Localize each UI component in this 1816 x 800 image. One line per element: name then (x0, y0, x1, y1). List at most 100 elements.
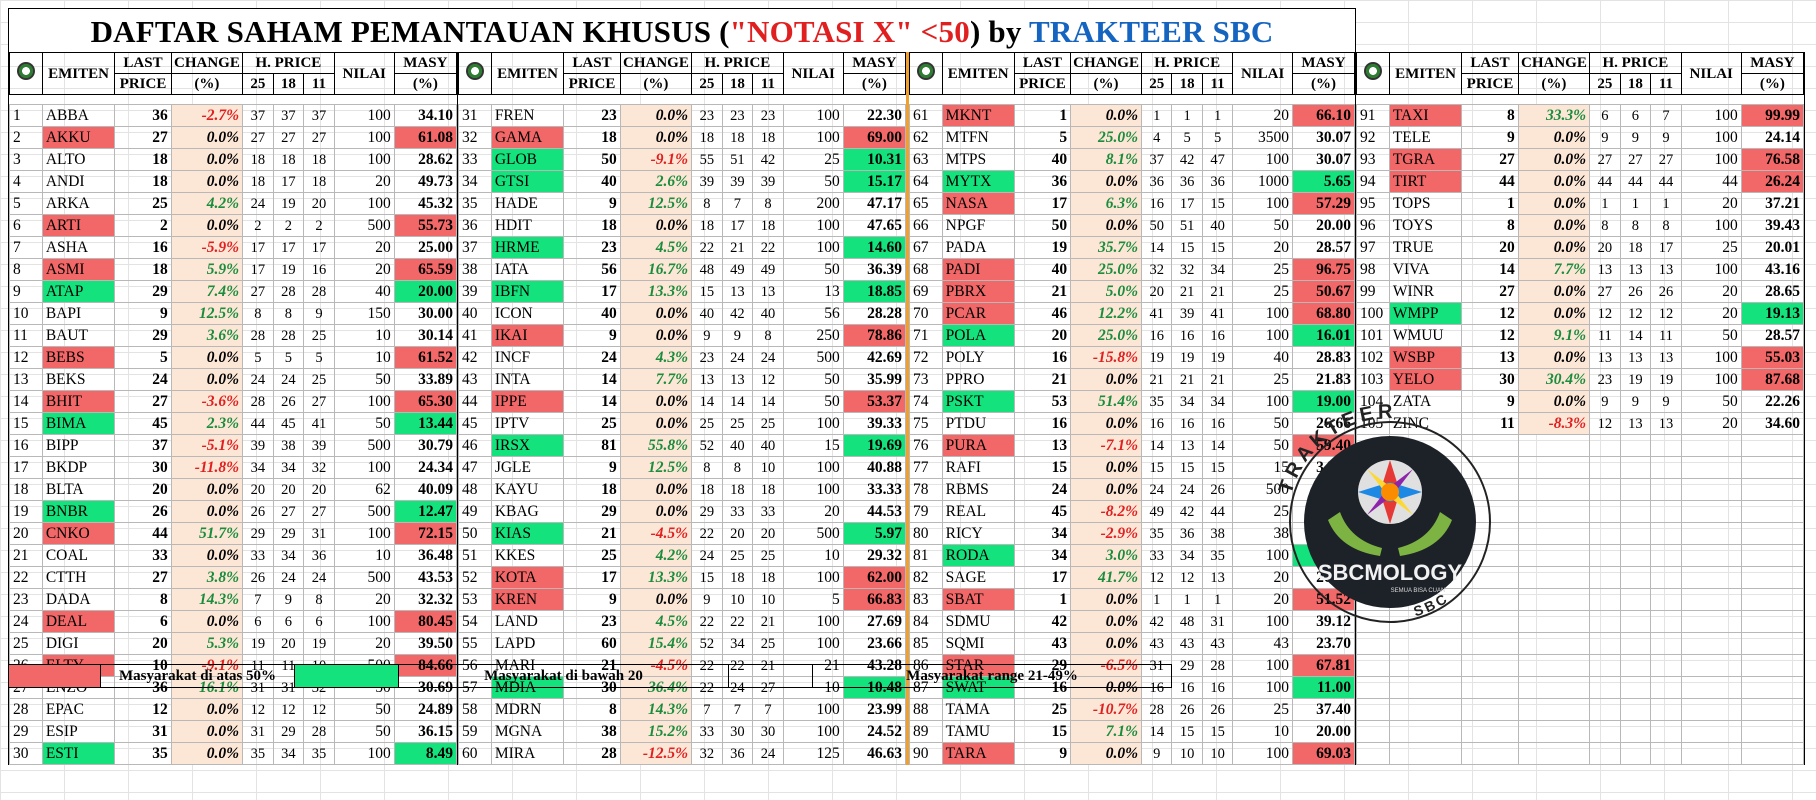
hprice-25-cell: 13 (1589, 258, 1621, 281)
hprice-11-cell: 21 (752, 610, 784, 633)
row-number-cell: 42 (458, 346, 492, 369)
hprice-11-cell: 24 (752, 742, 784, 765)
hprice-25-cell: 23 (691, 104, 723, 127)
hprice-11-cell: 9 (1650, 126, 1682, 149)
last-price-cell: 5 (1013, 126, 1072, 149)
masy-pct-cell: 47.17 (842, 192, 907, 215)
change-pct-cell: 7.7% (619, 368, 693, 391)
nilai-cell: 100 (782, 126, 844, 149)
row-number-cell: 70 (909, 302, 943, 325)
hprice-11-cell: 20 (303, 478, 335, 501)
hprice-18-cell: 29 (1171, 654, 1203, 677)
row-number-cell: 51 (458, 544, 492, 567)
nilai-cell: 500 (333, 434, 395, 457)
last-price-cell: 13 (1013, 434, 1072, 457)
masy-pct-cell: 39.33 (842, 412, 907, 435)
table-row: 66 NPGF 50 0.0% 50 51 40 50 20.00 (909, 214, 1356, 237)
change-pct-cell: 51.7% (170, 522, 244, 545)
header-masy: MASY (393, 52, 458, 74)
change-pct-cell: 0.0% (1517, 170, 1591, 193)
table-row (1356, 434, 1805, 457)
emiten-cell: RAFI (941, 456, 1015, 479)
legend: Masyarakat di atas 50% Masyarakat di baw… (8, 664, 1172, 688)
last-price-cell: 28 (563, 742, 621, 765)
empty-cell (1650, 522, 1682, 545)
nilai-cell: 50 (333, 368, 395, 391)
page-title: DAFTAR SAHAM PEMANTAUAN KHUSUS ("NOTASI … (8, 8, 1356, 53)
hprice-18-cell: 51 (1171, 214, 1203, 237)
last-price-cell: 20 (1461, 236, 1519, 259)
hprice-11-cell: 2 (303, 214, 335, 237)
row-number-cell: 48 (458, 478, 492, 501)
change-pct-cell: -8.2% (1070, 500, 1143, 523)
hprice-25-cell: 24 (242, 192, 274, 215)
last-price-cell: 33 (114, 544, 172, 567)
hprice-18-cell: 21 (721, 236, 754, 259)
hprice-11-cell: 8 (303, 588, 335, 611)
change-pct-cell: 0.0% (170, 500, 244, 523)
header-h18: 18 (272, 73, 305, 95)
masy-pct-cell: 66.10 (1291, 104, 1356, 127)
hprice-18-cell: 8 (721, 456, 754, 479)
hprice-11-cell: 31 (1201, 610, 1234, 633)
hprice-25-cell: 25 (691, 412, 723, 435)
emiten-cell: ATAP (41, 280, 116, 303)
hprice-18-cell: 13 (1619, 258, 1652, 281)
masy-pct-cell: 28.57 (1291, 236, 1356, 259)
last-price-cell: 15 (1013, 720, 1072, 743)
emiten-cell: PTDU (941, 412, 1015, 435)
masy-pct-cell: 76.58 (1740, 148, 1805, 171)
last-price-cell: 30 (114, 456, 172, 479)
masy-pct-cell: 61.08 (393, 126, 458, 149)
last-price-cell: 20 (1013, 324, 1072, 347)
row-number-cell: 37 (458, 236, 492, 259)
emiten-cell: GAMA (490, 126, 565, 149)
table-row (1356, 654, 1805, 677)
table-row: 51 KKES 25 4.2% 24 25 25 10 29.32 (458, 544, 907, 567)
row-number-cell: 62 (909, 126, 943, 149)
emiten-cell: ANDI (41, 170, 116, 193)
row-number-cell: 92 (1356, 126, 1390, 149)
emiten-cell: VIVA (1388, 258, 1463, 281)
nilai-cell: 500 (782, 522, 844, 545)
emiten-cell: ARTI (41, 214, 116, 237)
hprice-18-cell: 34 (272, 544, 305, 567)
masy-pct-cell: 35.99 (842, 368, 907, 391)
table-row: 13 BEKS 24 0.0% 24 24 25 50 33.89 (9, 368, 458, 391)
nilai-cell: 62 (333, 478, 395, 501)
nilai-cell: 20 (1680, 280, 1742, 303)
masy-pct-cell: 43.53 (393, 566, 458, 589)
table-row: 52 KOTA 17 13.3% 15 18 18 100 62.00 (458, 566, 907, 589)
emiten-cell: COAL (41, 544, 116, 567)
hprice-11-cell: 8 (752, 192, 784, 215)
row-number-cell: 80 (909, 522, 943, 545)
header-logo-cell (9, 52, 43, 95)
hprice-25-cell: 8 (242, 302, 274, 325)
change-pct-cell: 7.4% (170, 280, 244, 303)
hprice-25-cell: 14 (1141, 236, 1173, 259)
masy-pct-cell: 24.89 (393, 698, 458, 721)
last-price-cell: 23 (563, 236, 621, 259)
hprice-18-cell: 1 (1171, 104, 1203, 127)
masy-pct-cell: 40.88 (842, 456, 907, 479)
emiten-cell: ABBA (41, 104, 116, 127)
last-price-cell: 8 (1461, 104, 1519, 127)
empty-cell (1650, 698, 1682, 721)
hprice-11-cell: 25 (303, 368, 335, 391)
nilai-cell: 5 (782, 588, 844, 611)
row-number-cell: 54 (458, 610, 492, 633)
row-number-cell: 35 (458, 192, 492, 215)
hprice-18-cell: 26 (1171, 698, 1203, 721)
hprice-11-cell: 1 (1201, 588, 1234, 611)
masy-pct-cell: 99.99 (1740, 104, 1805, 127)
table-row: 23 DADA 8 14.3% 7 9 8 20 32.32 (9, 588, 458, 611)
hprice-18-cell: 12 (1619, 302, 1652, 325)
hprice-11-cell: 28 (303, 720, 335, 743)
emiten-cell: DIGI (41, 632, 116, 655)
hprice-11-cell: 12 (752, 368, 784, 391)
row-number-cell: 78 (909, 478, 943, 501)
masy-pct-cell: 61.52 (393, 346, 458, 369)
table-row: 63 MTPS 40 8.1% 37 42 47 100 30.07 (909, 148, 1356, 171)
hprice-25-cell: 23 (691, 346, 723, 369)
